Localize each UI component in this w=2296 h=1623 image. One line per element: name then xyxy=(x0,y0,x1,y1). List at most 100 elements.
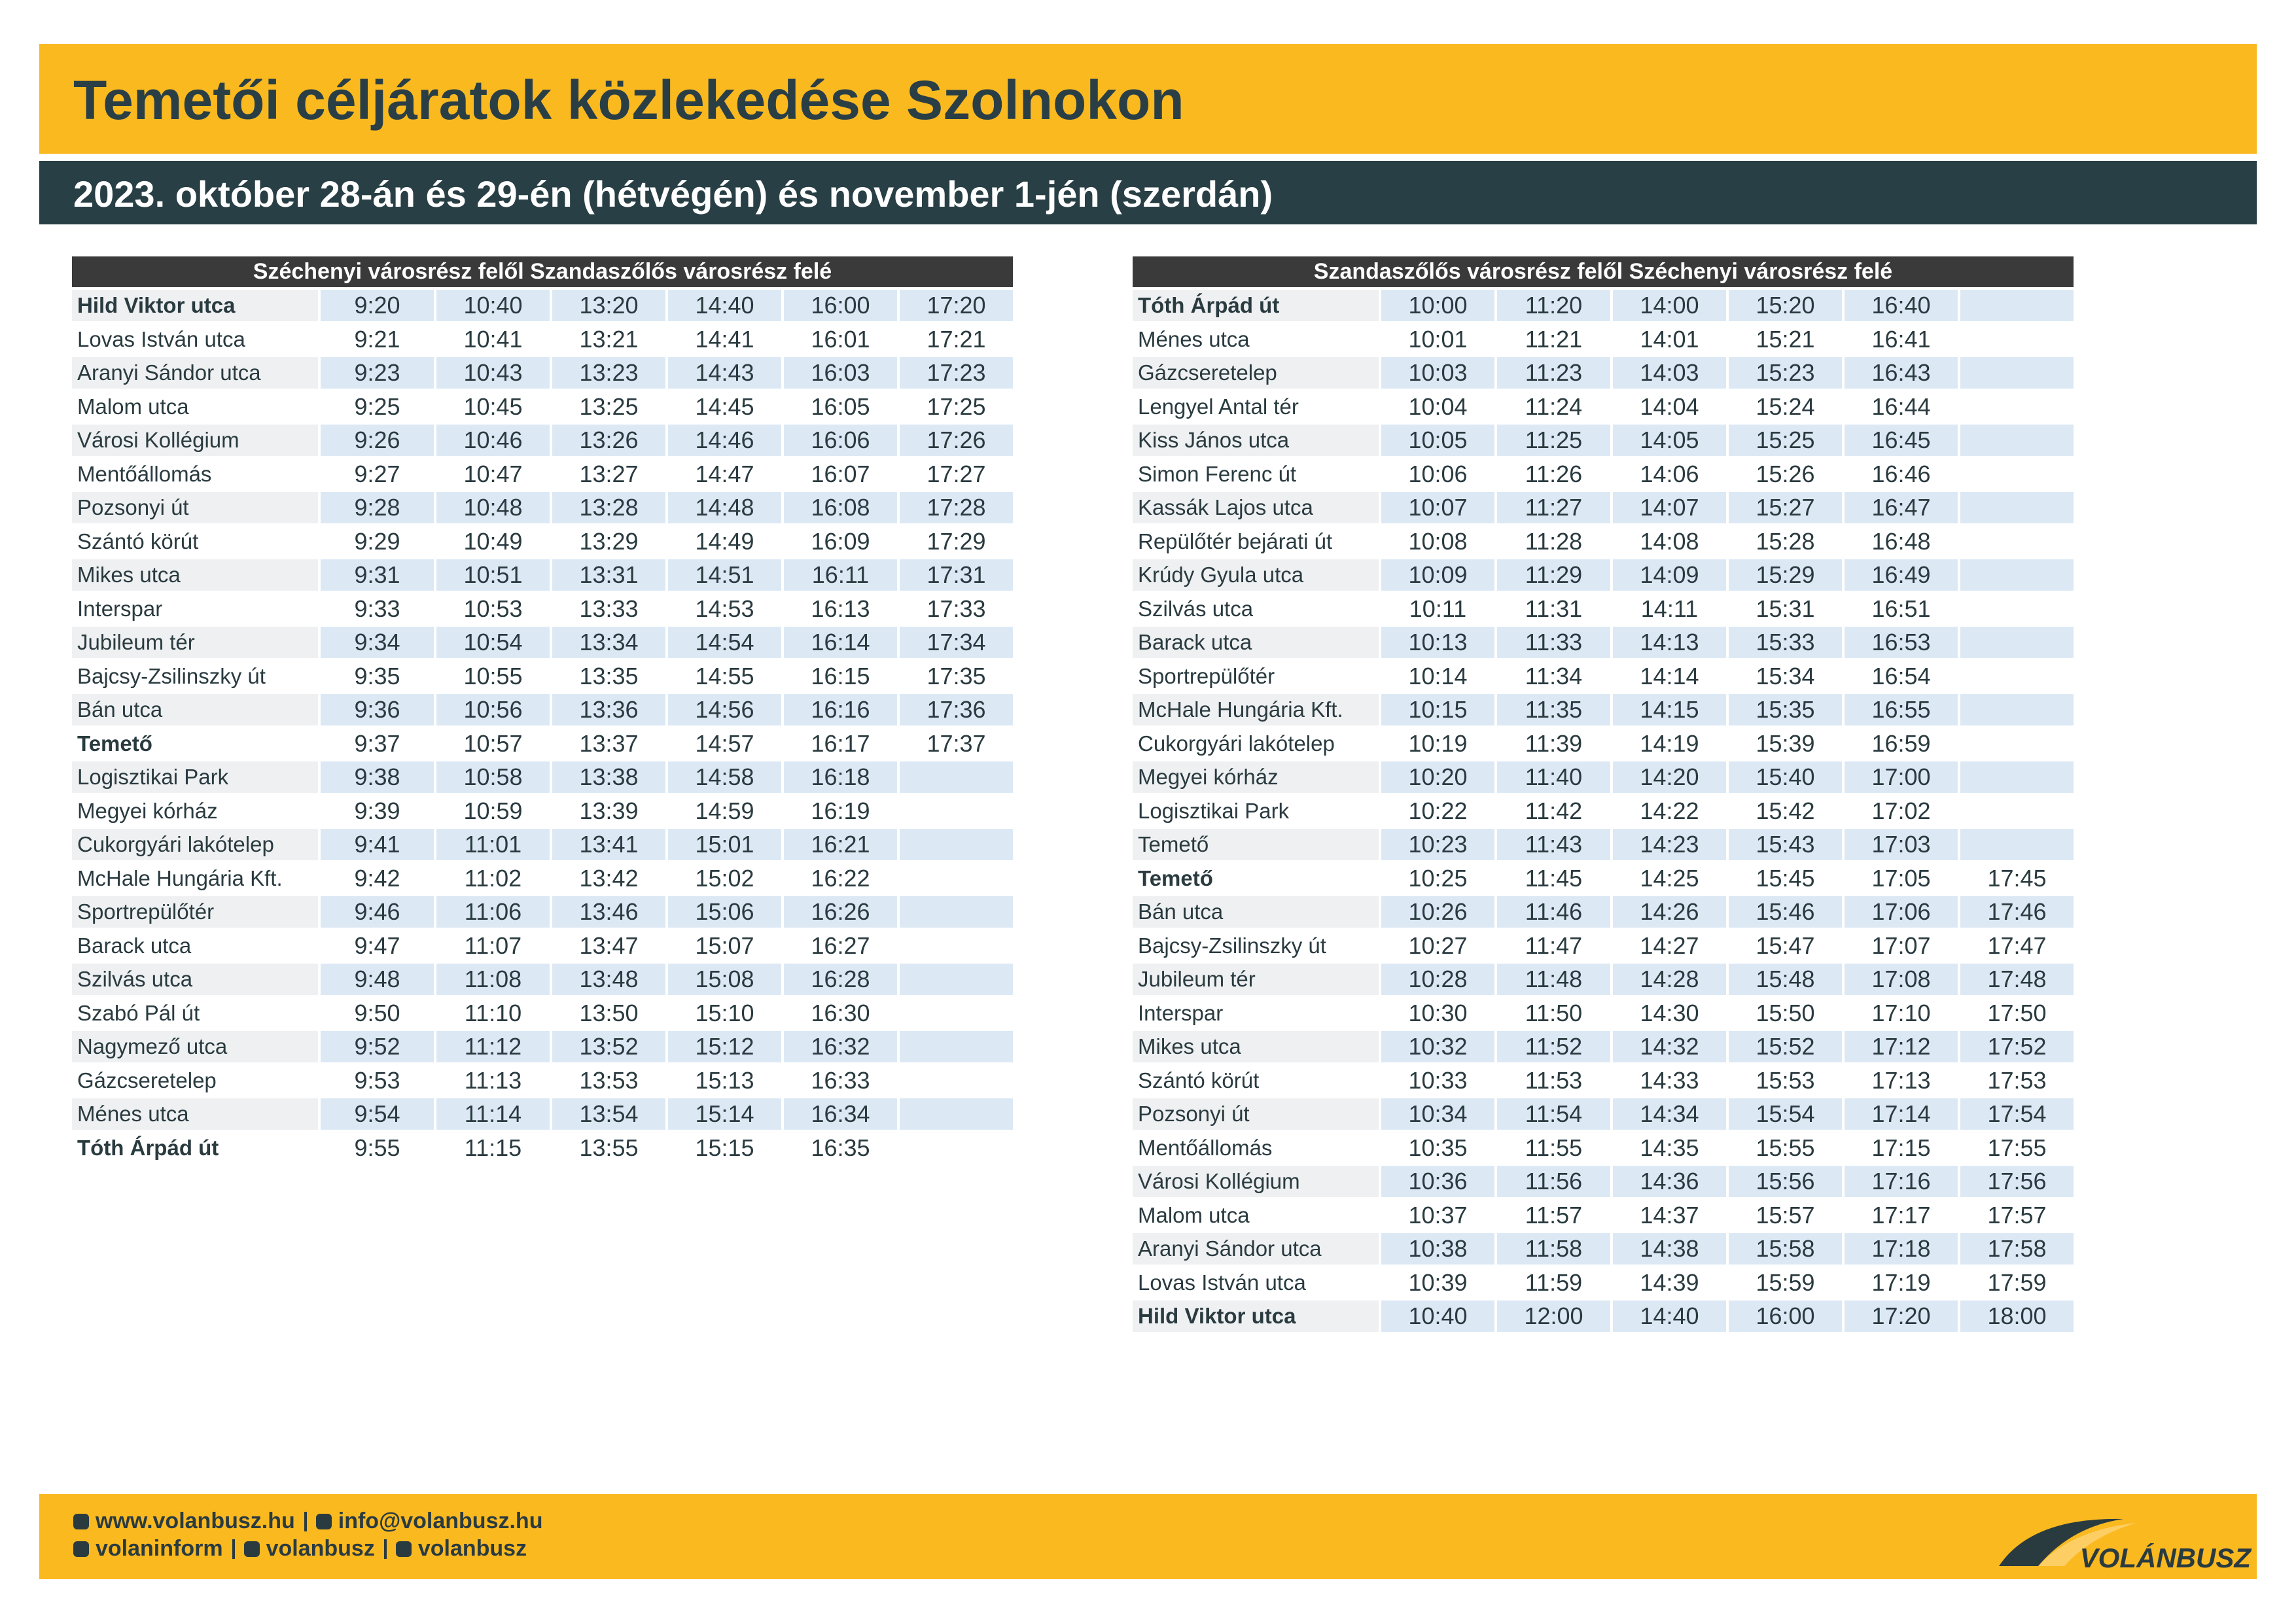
departure-time xyxy=(900,1098,1013,1130)
departure-time: 10:03 xyxy=(1381,357,1494,389)
departure-time: 16:26 xyxy=(784,896,897,928)
stop-name: Logisztikai Park xyxy=(1138,798,1290,823)
departure-time xyxy=(1960,290,2074,321)
table-row: Lovas István utca 9:21 10:41 13:21 14:41 16:0… xyxy=(72,324,1013,355)
departure-time: 11:43 xyxy=(1497,829,1610,860)
stop-name: Barack utca xyxy=(77,933,192,958)
departure-time: 15:14 xyxy=(668,1098,781,1130)
departure-time: 10:22 xyxy=(1408,797,1468,824)
departure-time: 15:12 xyxy=(668,1031,781,1062)
footer-link[interactable]: volaninform xyxy=(96,1536,223,1561)
departure-time: 16:33 xyxy=(811,1066,870,1094)
departure-time: 13:20 xyxy=(552,290,665,321)
departure-time: 14:33 xyxy=(1640,1066,1699,1094)
departure-time xyxy=(900,829,1013,860)
footer-link[interactable]: volanbusz xyxy=(417,1536,527,1561)
departure-time: 15:53 xyxy=(1756,1066,1815,1094)
departure-time: 15:23 xyxy=(1729,357,1842,389)
table-row: Pozsonyi út 9:28 10:48 13:28 14:48 16:08 17:28 xyxy=(72,492,1013,523)
departure-time: 14:15 xyxy=(1613,694,1726,725)
stop-name: Logisztikai Park xyxy=(72,761,318,793)
departure-time: 9:54 xyxy=(321,1098,434,1130)
departure-time: 17:18 xyxy=(1845,1233,1958,1265)
table-row: Megyei kórház 9:39 10:59 13:39 14:59 16:19 xyxy=(72,795,1013,827)
departure-time: 10:40 xyxy=(1381,1300,1494,1332)
departure-time: 10:09 xyxy=(1381,559,1494,591)
departure-time: 11:42 xyxy=(1525,797,1583,824)
departure-time: 17:25 xyxy=(927,393,986,420)
departure-time: 14:32 xyxy=(1613,1031,1726,1062)
departure-time: 10:51 xyxy=(436,559,550,591)
departure-time: 13:34 xyxy=(552,627,665,658)
departure-time: 10:32 xyxy=(1381,1031,1494,1062)
departure-time: 15:15 xyxy=(695,1134,754,1161)
departure-time: 17:28 xyxy=(900,492,1013,523)
departure-time: 16:32 xyxy=(784,1031,897,1062)
departure-time: 11:25 xyxy=(1497,425,1610,456)
departure-time: 14:30 xyxy=(1640,999,1699,1026)
icon xyxy=(315,1513,332,1529)
departure-time: 14:00 xyxy=(1613,290,1726,321)
footer-link[interactable]: www.volanbusz.hu xyxy=(96,1509,295,1533)
footer-link[interactable]: info@volanbusz.hu xyxy=(338,1509,543,1533)
table-row: Gázcseretelep 9:53 11:13 13:53 15:13 16:33 xyxy=(72,1065,1013,1096)
departure-time xyxy=(1960,694,2074,725)
table-row: Aranyi Sándor utca 9:23 10:43 13:23 14:43 16:… xyxy=(72,357,1013,389)
table-row: Aranyi Sándor utca 10:38 11:58 14:38 15:58 17… xyxy=(1133,1233,2074,1265)
departure-time: 14:20 xyxy=(1613,761,1726,793)
stop-name: Gázcseretelep xyxy=(1133,357,1379,389)
stop-name: Ménes utca xyxy=(72,1098,318,1130)
departure-time: 16:03 xyxy=(784,357,897,389)
departure-time: 15:28 xyxy=(1756,527,1815,555)
stop-name: Bán utca xyxy=(72,694,318,725)
icon xyxy=(395,1541,412,1557)
departure-time: 17:16 xyxy=(1845,1166,1958,1197)
departure-time: 14:51 xyxy=(668,559,781,591)
departure-time: 10:59 xyxy=(463,797,523,824)
departure-time: 10:15 xyxy=(1381,694,1494,725)
departure-time: 11:59 xyxy=(1525,1268,1583,1296)
departure-time: 16:55 xyxy=(1845,694,1958,725)
departure-time: 15:29 xyxy=(1729,559,1842,591)
stop-name: Aranyi Sándor utca xyxy=(72,357,318,389)
departure-time: 14:39 xyxy=(1640,1268,1699,1296)
departure-time: 10:45 xyxy=(463,393,523,420)
departure-time: 17:03 xyxy=(1845,829,1958,860)
footer: www.volanbusz.hu info@volanbusz.hu volani… xyxy=(39,1494,2257,1579)
subtitle: 2023. október 28-án és 29-én (hétvégén) … xyxy=(73,173,1273,215)
departure-time: 9:46 xyxy=(321,896,434,928)
departure-time xyxy=(1960,627,2074,658)
departure-time: 11:35 xyxy=(1497,694,1610,725)
departure-time: 10:26 xyxy=(1381,896,1494,928)
departure-time: 17:35 xyxy=(927,662,986,689)
stop-name: Temető xyxy=(1138,865,1213,890)
departure-time: 10:20 xyxy=(1381,761,1494,793)
departure-time: 11:26 xyxy=(1525,460,1583,487)
departure-time: 13:37 xyxy=(579,729,639,757)
departure-time xyxy=(1960,728,2074,759)
footer-link[interactable]: volanbusz xyxy=(266,1536,375,1561)
departure-time: 14:34 xyxy=(1613,1098,1726,1130)
departure-time: 15:13 xyxy=(695,1066,754,1094)
departure-time: 10:39 xyxy=(1408,1268,1468,1296)
table-row: Hild Viktor utca 10:40 12:00 14:40 16:00 17:2… xyxy=(1133,1300,2074,1332)
departure-time: 14:40 xyxy=(1613,1300,1726,1332)
departure-time: 17:08 xyxy=(1845,964,1958,995)
departure-time: 10:57 xyxy=(463,729,523,757)
departure-time: 11:54 xyxy=(1497,1098,1610,1130)
departure-time: 16:48 xyxy=(1871,527,1931,555)
table-row: Bán utca 9:36 10:56 13:36 14:56 16:16 17:36 xyxy=(72,694,1013,725)
table-row: McHale Hungária Kft. 9:42 11:02 13:42 15:02 1… xyxy=(72,863,1013,894)
departure-time xyxy=(1960,593,2074,625)
table-row: Temető 10:25 11:45 14:25 15:45 17:05 17:45 xyxy=(1133,863,2074,894)
stop-name: Bán utca xyxy=(1133,896,1379,928)
stop-name: Lovas István utca xyxy=(1138,1270,1306,1295)
departure-time: 17:05 xyxy=(1871,864,1931,892)
departure-time: 15:47 xyxy=(1756,932,1815,959)
departure-time: 13:50 xyxy=(579,999,639,1026)
departure-time: 13:31 xyxy=(552,559,665,591)
table-row: Temető 10:23 11:43 14:23 15:43 17:03 xyxy=(1133,829,2074,860)
departure-time: 15:34 xyxy=(1756,662,1815,689)
departure-time: 13:33 xyxy=(579,595,639,622)
departure-time: 11:52 xyxy=(1497,1031,1610,1062)
